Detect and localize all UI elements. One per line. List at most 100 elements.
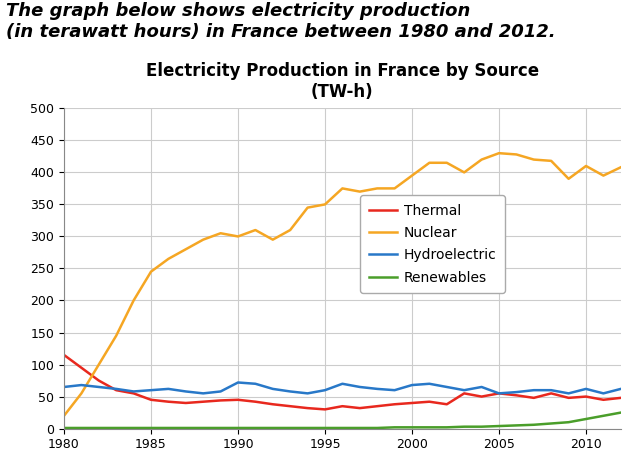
Nuclear [304, 205, 312, 211]
Nuclear [164, 256, 172, 262]
Hydroelectric [460, 387, 468, 393]
Renewables [391, 424, 399, 430]
Thermal [495, 390, 503, 396]
Hydroelectric [217, 389, 225, 394]
Nuclear [530, 157, 538, 162]
Renewables [530, 422, 538, 428]
Hydroelectric [339, 381, 346, 387]
Nuclear [391, 186, 399, 191]
Hydroelectric [373, 386, 381, 392]
Thermal [182, 400, 189, 406]
Renewables [164, 425, 172, 431]
Renewables [513, 422, 520, 428]
Thermal [443, 401, 451, 407]
Nuclear [269, 237, 276, 243]
Nuclear [252, 227, 259, 233]
Thermal [600, 397, 607, 403]
Renewables [77, 425, 85, 431]
Nuclear [513, 152, 520, 157]
Renewables [60, 425, 68, 431]
Hydroelectric [269, 386, 276, 392]
Hydroelectric [95, 384, 102, 390]
Nuclear [60, 413, 68, 419]
Renewables [564, 419, 572, 425]
Nuclear [443, 160, 451, 166]
Nuclear [199, 237, 207, 243]
Renewables [217, 425, 225, 431]
Thermal [77, 365, 85, 371]
Thermal [304, 405, 312, 411]
Renewables [113, 425, 120, 431]
Renewables [460, 424, 468, 430]
Hydroelectric [234, 380, 242, 385]
Hydroelectric [356, 384, 364, 390]
Nuclear [460, 170, 468, 175]
Renewables [182, 425, 189, 431]
Hydroelectric [182, 389, 189, 394]
Renewables [95, 425, 102, 431]
Thermal [564, 395, 572, 401]
Thermal [164, 399, 172, 405]
Renewables [339, 425, 346, 431]
Renewables [547, 421, 555, 426]
Thermal [373, 403, 381, 409]
Line: Hydroelectric: Hydroelectric [64, 382, 621, 393]
Hydroelectric [252, 381, 259, 387]
Nuclear [95, 362, 102, 367]
Thermal [130, 390, 138, 396]
Thermal [477, 394, 485, 399]
Renewables [252, 425, 259, 431]
Nuclear [477, 157, 485, 162]
Nuclear [147, 269, 155, 275]
Renewables [443, 424, 451, 430]
Nuclear [564, 176, 572, 182]
Hydroelectric [286, 389, 294, 394]
Nuclear [321, 202, 329, 207]
Hydroelectric [600, 390, 607, 396]
Hydroelectric [164, 386, 172, 392]
Thermal [460, 390, 468, 396]
Thermal [113, 387, 120, 393]
Hydroelectric [477, 384, 485, 390]
Legend: Thermal, Nuclear, Hydroelectric, Renewables: Thermal, Nuclear, Hydroelectric, Renewab… [360, 195, 504, 293]
Thermal [269, 401, 276, 407]
Thermal [426, 399, 433, 405]
Thermal [321, 406, 329, 412]
Nuclear [373, 186, 381, 191]
Nuclear [113, 333, 120, 339]
Thermal [60, 352, 68, 358]
Thermal [95, 378, 102, 383]
Renewables [373, 425, 381, 431]
Renewables [304, 425, 312, 431]
Hydroelectric [199, 390, 207, 396]
Nuclear [356, 189, 364, 195]
Renewables [321, 425, 329, 431]
Nuclear [408, 173, 416, 179]
Hydroelectric [547, 387, 555, 393]
Nuclear [495, 150, 503, 156]
Nuclear [547, 158, 555, 164]
Thermal [356, 405, 364, 411]
Nuclear [600, 173, 607, 179]
Renewables [234, 425, 242, 431]
Nuclear [617, 164, 625, 170]
Nuclear [234, 234, 242, 239]
Renewables [286, 425, 294, 431]
Thermal [408, 400, 416, 406]
Hydroelectric [495, 390, 503, 396]
Thermal [147, 397, 155, 403]
Thermal [199, 399, 207, 405]
Thermal [234, 397, 242, 403]
Hydroelectric [564, 390, 572, 396]
Renewables [617, 410, 625, 415]
Thermal [530, 395, 538, 401]
Thermal [252, 399, 259, 405]
Renewables [147, 425, 155, 431]
Renewables [600, 413, 607, 419]
Thermal [582, 394, 590, 399]
Hydroelectric [408, 382, 416, 388]
Thermal [547, 390, 555, 396]
Renewables [477, 424, 485, 430]
Nuclear [582, 163, 590, 169]
Hydroelectric [304, 390, 312, 396]
